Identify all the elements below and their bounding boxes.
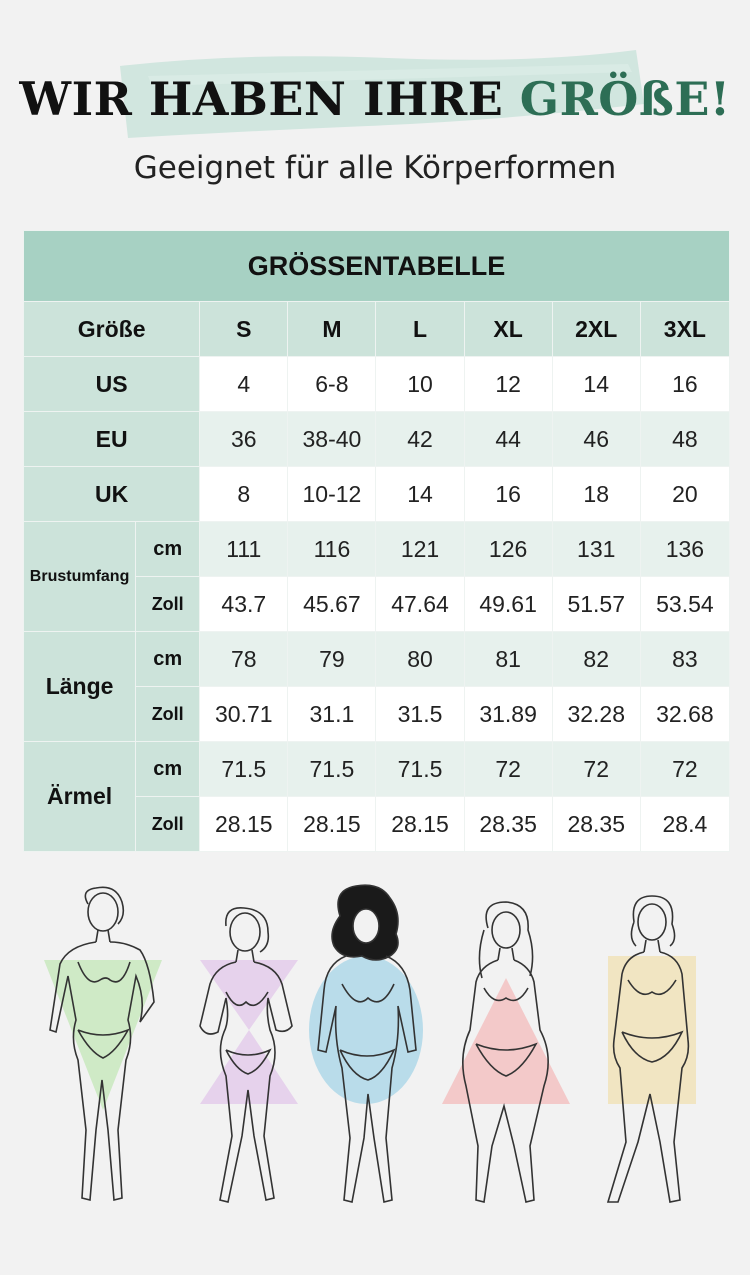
table-cell: 32.28	[551, 686, 641, 742]
table-row-brust-zoll: Zoll 43.7 45.67 47.64 49.61 51.57 53.54	[24, 576, 731, 632]
size-label: Größe	[22, 301, 201, 357]
unit-label-zoll: Zoll	[135, 686, 201, 742]
table-cell: 43.7	[199, 576, 289, 632]
table-cell: 42	[375, 411, 465, 467]
table-cell: 31.89	[463, 686, 553, 742]
table-cell: 28.4	[639, 796, 731, 852]
row-label-us: US	[22, 356, 201, 412]
table-cell: 28.15	[199, 796, 289, 852]
table-cell: 6-8	[287, 356, 377, 412]
table-cell: 53.54	[639, 576, 731, 632]
table-cell: 16	[463, 466, 553, 522]
table-cell: 51.57	[551, 576, 641, 632]
table-cell: 47.64	[375, 576, 465, 632]
table-cell: 31.5	[375, 686, 465, 742]
table-cell: 14	[375, 466, 465, 522]
table-cell: 4	[199, 356, 289, 412]
size-header: M	[287, 301, 377, 357]
body-shapes-illustration	[44, 884, 696, 1203]
table-cell: 36	[199, 411, 289, 467]
size-header: S	[199, 301, 289, 357]
table-cell: 44	[463, 411, 553, 467]
table-cell: 136	[639, 521, 731, 577]
body-shape-rectangle	[606, 895, 696, 1203]
table-cell: 45.67	[287, 576, 377, 632]
table-cell: 12	[463, 356, 553, 412]
table-cell: 121	[375, 521, 465, 577]
table-cell: 10	[375, 356, 465, 412]
page-headline: WIR HABEN IHRE GRÖßE!	[0, 72, 750, 126]
table-cell: 46	[551, 411, 641, 467]
table-row-eu: EU 36 38-40 42 44 46 48	[22, 411, 731, 467]
table-cell: 20	[639, 466, 731, 522]
table-cell: 28.35	[551, 796, 641, 852]
table-cell: 72	[551, 741, 641, 797]
unit-label-zoll: Zoll	[135, 576, 201, 632]
table-cell: 31.1	[287, 686, 377, 742]
body-shape-oval	[309, 884, 423, 1203]
table-cell: 72	[639, 741, 731, 797]
table-cell: 82	[551, 631, 641, 687]
table-cell: 30.71	[199, 686, 289, 742]
body-shape-inverted-triangle	[44, 886, 162, 1202]
size-header: 3XL	[639, 301, 731, 357]
size-header-row: Größe S M L XL 2XL 3XL	[22, 301, 731, 357]
row-label-eu: EU	[22, 411, 201, 467]
row-label-laenge: Länge	[22, 631, 137, 742]
table-cell: 116	[287, 521, 377, 577]
table-row-brust-cm: Brustumfang cm 111 116 121 126 131 136	[22, 521, 731, 632]
table-cell: 18	[551, 466, 641, 522]
table-row-aermel-cm: Ärmel cm 71.5 71.5 71.5 72 72 72	[22, 741, 731, 852]
table-cell: 111	[199, 521, 289, 577]
unit-label-cm: cm	[135, 741, 201, 797]
brush-stroke-decoration	[120, 50, 644, 138]
headline-accent: GRÖßE!	[519, 72, 731, 126]
body-shape-triangle	[442, 901, 570, 1203]
unit-label-cm: cm	[135, 631, 201, 687]
table-cell: 71.5	[375, 741, 465, 797]
table-cell: 28.35	[463, 796, 553, 852]
table-cell: 80	[375, 631, 465, 687]
table-title-row: GRÖSSENTABELLE	[23, 230, 730, 302]
page-subtitle: Geeignet für alle Körperformen	[133, 150, 617, 186]
table-cell: 38-40	[287, 411, 377, 467]
table-cell: 131	[551, 521, 641, 577]
table-cell: 8	[199, 466, 289, 522]
row-label-uk: UK	[22, 466, 201, 522]
table-cell: 49.61	[463, 576, 553, 632]
table-cell: 83	[639, 631, 731, 687]
table-cell: 28.15	[287, 796, 377, 852]
unit-label-cm: cm	[135, 521, 201, 577]
table-row-uk: UK 8 10-12 14 16 18 20	[22, 466, 731, 522]
table-cell: 16	[639, 356, 731, 412]
size-header: XL	[463, 301, 553, 357]
row-label-brustumfang: Brustumfang	[22, 521, 137, 632]
table-cell: 28.15	[375, 796, 465, 852]
table-cell: 79	[287, 631, 377, 687]
table-cell: 10-12	[287, 466, 377, 522]
table-cell: 71.5	[199, 741, 289, 797]
table-cell: 71.5	[287, 741, 377, 797]
table-cell: 32.68	[639, 686, 731, 742]
headline-text: WIR HABEN IHRE	[19, 72, 520, 126]
body-shape-hourglass	[199, 907, 298, 1203]
size-header: 2XL	[551, 301, 641, 357]
table-row-laenge-cm: Länge cm 78 79 80 81 82 83	[22, 631, 731, 742]
table-row-aermel-zoll: Zoll 28.15 28.15 28.15 28.35 28.35 28.4	[24, 796, 731, 852]
size-header: L	[375, 301, 465, 357]
table-cell: 78	[199, 631, 289, 687]
table-title: GRÖSSENTABELLE	[23, 230, 730, 302]
table-cell: 126	[463, 521, 553, 577]
table-cell: 81	[463, 631, 553, 687]
unit-label-zoll: Zoll	[135, 796, 201, 852]
table-cell: 14	[551, 356, 641, 412]
table-cell: 48	[639, 411, 731, 467]
table-cell: 72	[463, 741, 553, 797]
size-chart-table: GRÖSSENTABELLE Größe S M L XL 2XL 3XL US…	[22, 230, 731, 852]
table-row-us: US 4 6-8 10 12 14 16	[22, 356, 731, 412]
table-row-laenge-zoll: Zoll 30.71 31.1 31.5 31.89 32.28 32.68	[24, 686, 731, 742]
row-label-aermel: Ärmel	[22, 741, 137, 852]
